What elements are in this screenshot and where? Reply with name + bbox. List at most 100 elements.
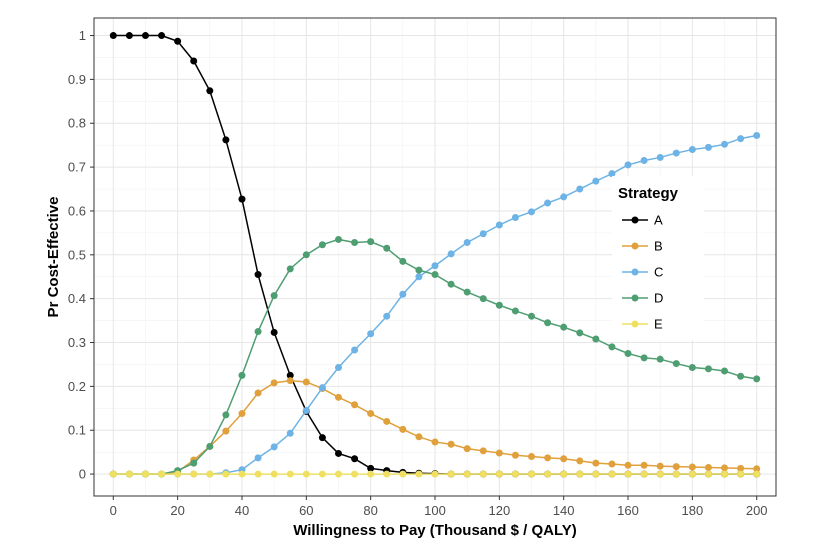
data-point-E <box>238 470 246 478</box>
data-point-C <box>753 132 761 140</box>
data-point-B <box>495 449 503 457</box>
data-point-B <box>560 455 568 463</box>
x-tick-label: 140 <box>553 503 575 518</box>
data-point-D <box>383 244 391 252</box>
series-E <box>109 470 761 478</box>
data-point-C <box>576 185 584 193</box>
legend-item-D: D <box>622 291 663 306</box>
data-point-E <box>737 470 745 478</box>
data-point-C <box>528 208 536 216</box>
data-point-E <box>753 470 761 478</box>
data-point-A <box>238 195 246 203</box>
data-point-C <box>463 239 471 247</box>
data-point-C <box>334 364 342 372</box>
data-point-E <box>592 470 600 478</box>
data-point-E <box>109 470 117 478</box>
data-point-D <box>656 355 664 363</box>
data-point-D <box>528 312 536 320</box>
data-point-B <box>302 378 310 386</box>
legend-key-point <box>631 320 639 328</box>
data-point-A <box>190 57 198 65</box>
data-point-B <box>688 463 696 471</box>
data-point-C <box>544 199 552 207</box>
data-point-E <box>125 470 133 478</box>
data-point-E <box>721 470 729 478</box>
data-point-D <box>608 343 616 351</box>
legend-title: Strategy <box>618 185 679 202</box>
data-point-D <box>431 271 439 279</box>
data-point-D <box>415 266 423 274</box>
data-point-B <box>367 410 375 418</box>
data-point-D <box>640 354 648 362</box>
data-point-A <box>222 136 230 144</box>
data-point-B <box>399 425 407 433</box>
data-point-D <box>479 295 487 303</box>
data-point-D <box>495 301 503 309</box>
x-tick-label: 0 <box>110 503 117 518</box>
data-point-D <box>463 288 471 296</box>
data-point-C <box>560 193 568 201</box>
legend-key-point <box>631 294 639 302</box>
data-point-D <box>254 328 262 336</box>
x-tick-label: 80 <box>363 503 377 518</box>
data-point-C <box>318 384 326 392</box>
data-point-A <box>206 87 214 95</box>
legend-background <box>612 176 704 340</box>
data-point-C <box>721 140 729 148</box>
y-tick-label: 0.6 <box>68 203 86 218</box>
data-point-A <box>351 455 359 463</box>
y-tick-label: 0.4 <box>68 291 86 306</box>
data-point-E <box>351 470 359 478</box>
data-point-E <box>270 470 278 478</box>
data-point-C <box>367 330 375 338</box>
axes: 0 20 40 60 80 100 120 140 160 180 200 0 0.1 0.2 0.3 0.4… <box>68 28 768 518</box>
data-point-B <box>704 463 712 471</box>
legend-item-A: A <box>622 213 663 228</box>
data-point-E <box>576 470 584 478</box>
data-point-E <box>495 470 503 478</box>
data-point-A <box>174 37 182 45</box>
data-point-D <box>190 459 198 467</box>
data-point-E <box>608 470 616 478</box>
data-point-E <box>318 470 326 478</box>
legend-label: E <box>654 317 663 332</box>
data-point-A <box>254 271 262 279</box>
data-point-D <box>447 280 455 288</box>
x-tick-label: 160 <box>617 503 639 518</box>
data-point-C <box>254 454 262 462</box>
data-point-D <box>544 319 552 327</box>
data-point-D <box>270 292 278 300</box>
data-point-A <box>286 371 294 379</box>
data-point-C <box>495 221 503 229</box>
y-tick-label: 0.2 <box>68 379 86 394</box>
x-tick-label: 40 <box>235 503 249 518</box>
data-point-E <box>286 470 294 478</box>
data-point-D <box>302 251 310 259</box>
legend-label: D <box>654 291 663 306</box>
data-point-D <box>753 375 761 383</box>
data-point-C <box>270 443 278 451</box>
data-point-A <box>334 449 342 457</box>
legend-label: B <box>654 239 663 254</box>
y-tick-label: 1 <box>79 28 86 43</box>
data-point-C <box>511 214 519 222</box>
data-point-E <box>222 470 230 478</box>
data-point-E <box>141 470 149 478</box>
data-point-C <box>286 429 294 437</box>
x-tick-label: 100 <box>424 503 446 518</box>
y-axis-title: Pr Cost-Effective <box>45 197 62 318</box>
data-point-E <box>415 470 423 478</box>
data-point-D <box>334 235 342 243</box>
data-point-C <box>383 312 391 320</box>
data-point-C <box>447 250 455 258</box>
legend-key-point <box>631 268 639 276</box>
data-point-B <box>576 457 584 465</box>
data-point-D <box>672 360 680 368</box>
data-point-C <box>479 230 487 238</box>
data-point-A <box>141 32 149 40</box>
data-point-A <box>318 434 326 442</box>
data-point-C <box>302 406 310 414</box>
data-point-B <box>222 427 230 435</box>
